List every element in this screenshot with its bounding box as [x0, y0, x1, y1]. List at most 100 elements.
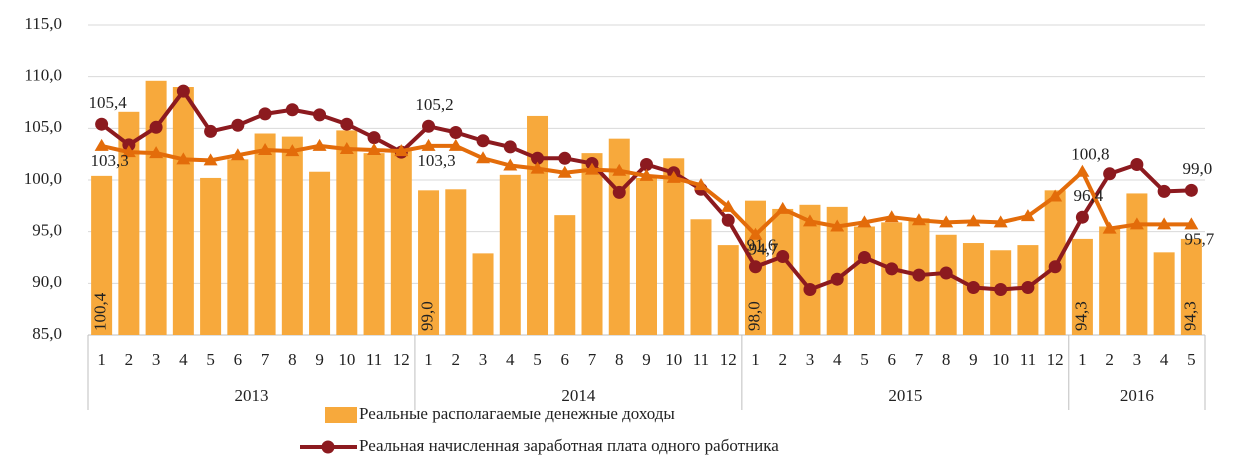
x-tick-label: 2 [125, 350, 134, 369]
marker [1021, 280, 1035, 294]
marker [885, 262, 899, 276]
marker [530, 161, 545, 174]
marker [558, 151, 572, 165]
bar [690, 219, 712, 335]
data-label: 98,0 [744, 301, 763, 331]
bar [1071, 238, 1093, 335]
data-label: 99,0 [1183, 159, 1213, 178]
x-tick-label: 1 [751, 350, 760, 369]
marker [149, 146, 164, 159]
y-tick-label: 85,0 [32, 324, 62, 343]
marker [830, 272, 844, 286]
x-tick-label: 4 [506, 350, 515, 369]
y-tick-label: 100,0 [24, 169, 62, 188]
marker [1129, 217, 1144, 230]
marker [422, 119, 436, 133]
y-tick-label: 90,0 [32, 272, 62, 291]
x-group-label: 2014 [561, 386, 596, 405]
marker [939, 215, 954, 228]
marker [176, 84, 190, 98]
bar [91, 175, 113, 335]
marker [258, 143, 273, 156]
bar [363, 153, 385, 335]
x-tick-label: 6 [234, 350, 243, 369]
x-tick-label: 10 [665, 350, 682, 369]
marker [1075, 210, 1089, 224]
marker [503, 140, 517, 154]
bar [309, 171, 331, 335]
bar [227, 159, 249, 335]
x-tick-label: 12 [393, 350, 410, 369]
bar [118, 111, 140, 335]
marker [612, 163, 627, 176]
marker [1184, 217, 1199, 230]
bar [418, 190, 440, 335]
marker [748, 227, 763, 240]
marker [313, 108, 327, 122]
marker [776, 249, 790, 263]
marker [1048, 260, 1062, 274]
bar [935, 234, 957, 335]
marker [721, 199, 736, 212]
marker [230, 148, 245, 161]
x-tick-label: 10 [338, 350, 355, 369]
marker [1130, 158, 1144, 171]
marker [748, 260, 762, 274]
x-tick-label: 2 [452, 350, 461, 369]
data-label: 100,4 [91, 292, 110, 331]
bar [581, 153, 603, 335]
data-label: 94,3 [1071, 301, 1090, 331]
x-tick-label: 4 [1160, 350, 1169, 369]
x-tick-label: 9 [642, 350, 651, 369]
marker [1048, 189, 1063, 202]
x-tick-label: 9 [969, 350, 978, 369]
marker [666, 170, 681, 183]
bar [772, 208, 794, 335]
marker [557, 165, 572, 178]
marker [857, 215, 872, 228]
x-tick-label: 5 [206, 350, 215, 369]
bar [636, 177, 657, 335]
marker [1075, 164, 1090, 177]
bar [172, 87, 194, 335]
marker [476, 151, 491, 164]
marker [1103, 167, 1117, 181]
legend-label: Реальные располагаемые денежные доходы [359, 404, 675, 423]
marker [830, 219, 845, 232]
x-tick-label: 5 [1187, 350, 1196, 369]
y-tick-label: 115,0 [24, 14, 62, 33]
x-tick-label: 7 [588, 350, 597, 369]
x-tick-label: 11 [366, 350, 382, 369]
x-group-label: 2013 [234, 386, 268, 405]
marker [1020, 209, 1035, 222]
marker [203, 153, 218, 166]
x-tick-label: 1 [424, 350, 433, 369]
x-tick-label: 6 [561, 350, 570, 369]
marker [911, 213, 926, 226]
marker [1184, 183, 1198, 197]
bar [826, 206, 848, 335]
bar [472, 253, 494, 335]
marker [884, 210, 899, 223]
marker [639, 168, 654, 181]
marker [531, 151, 545, 165]
bar [254, 133, 276, 335]
marker [231, 118, 245, 132]
x-tick-label: 5 [860, 350, 869, 369]
data-label: 103,3 [417, 151, 455, 170]
marker [367, 131, 381, 145]
marker [993, 215, 1008, 228]
legend-swatch [325, 407, 357, 423]
marker [1157, 217, 1172, 230]
marker [693, 178, 708, 191]
marker [394, 144, 409, 157]
x-tick-label: 2 [778, 350, 787, 369]
marker [612, 185, 626, 199]
marker [775, 201, 790, 214]
marker [285, 144, 300, 157]
x-tick-label: 1 [97, 350, 106, 369]
marker [340, 117, 354, 131]
data-label: 103,3 [90, 151, 128, 170]
x-tick-label: 1 [1078, 350, 1087, 369]
data-label: 95,7 [1185, 229, 1215, 248]
